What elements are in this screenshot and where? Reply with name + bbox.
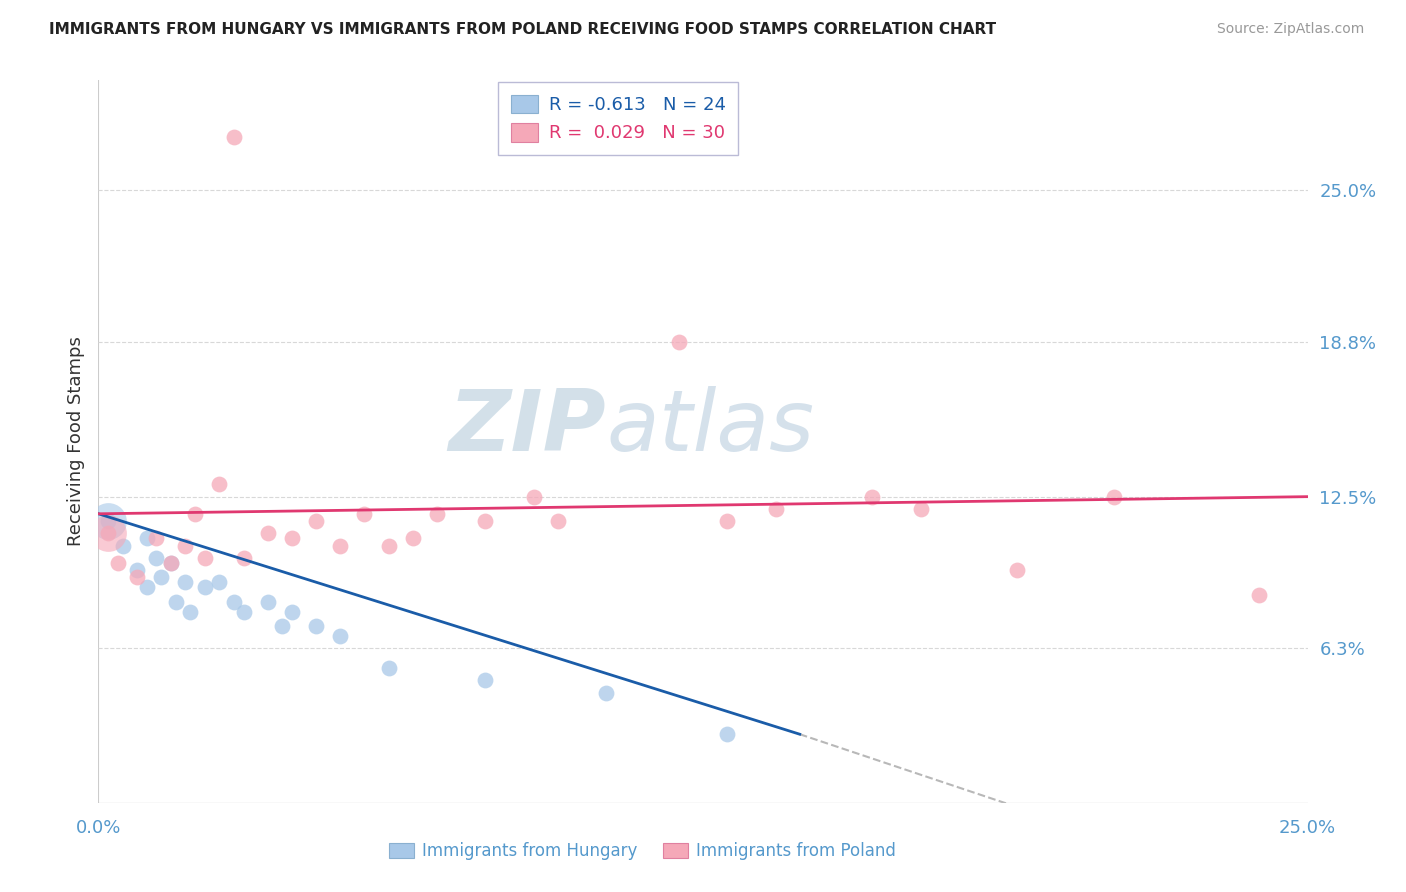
Point — [222, 129, 245, 144]
Point — [329, 629, 352, 643]
Text: IMMIGRANTS FROM HUNGARY VS IMMIGRANTS FROM POLAND RECEIVING FOOD STAMPS CORRELAT: IMMIGRANTS FROM HUNGARY VS IMMIGRANTS FR… — [49, 22, 997, 37]
Point — [97, 526, 120, 541]
Point — [377, 539, 399, 553]
Point — [184, 507, 207, 521]
Point — [145, 531, 167, 545]
Point — [194, 550, 217, 565]
Point — [160, 556, 183, 570]
Point — [910, 502, 932, 516]
Point — [474, 514, 496, 528]
Point — [127, 563, 149, 577]
Point — [135, 580, 157, 594]
Point — [208, 575, 231, 590]
Point — [97, 526, 120, 541]
Point — [179, 605, 201, 619]
Y-axis label: Receiving Food Stamps: Receiving Food Stamps — [66, 336, 84, 547]
Point — [145, 550, 167, 565]
Point — [1102, 490, 1125, 504]
Point — [716, 514, 738, 528]
Point — [97, 514, 120, 528]
Text: ZIP: ZIP — [449, 385, 606, 468]
Point — [174, 575, 197, 590]
Point — [107, 556, 129, 570]
Point — [281, 605, 304, 619]
Point — [165, 595, 187, 609]
Point — [765, 502, 787, 516]
Point — [97, 514, 120, 528]
Point — [716, 727, 738, 741]
Point — [174, 539, 197, 553]
Text: Source: ZipAtlas.com: Source: ZipAtlas.com — [1216, 22, 1364, 37]
Point — [305, 514, 328, 528]
Point — [426, 507, 449, 521]
Point — [1007, 563, 1029, 577]
Point — [160, 556, 183, 570]
Point — [402, 531, 425, 545]
Point — [111, 539, 134, 553]
Point — [1249, 588, 1271, 602]
Point — [256, 595, 278, 609]
Point — [595, 685, 617, 699]
Point — [208, 477, 231, 491]
Point — [523, 490, 546, 504]
Point — [194, 580, 217, 594]
Point — [860, 490, 883, 504]
Point — [232, 605, 254, 619]
Point — [353, 507, 375, 521]
Point — [150, 570, 173, 584]
Point — [127, 570, 149, 584]
Point — [329, 539, 352, 553]
Text: atlas: atlas — [606, 385, 814, 468]
Point — [305, 619, 328, 633]
Point — [281, 531, 304, 545]
Point — [547, 514, 569, 528]
Point — [135, 531, 157, 545]
Point — [232, 550, 254, 565]
Point — [474, 673, 496, 688]
Point — [222, 595, 245, 609]
Point — [271, 619, 294, 633]
Point — [256, 526, 278, 541]
Point — [377, 661, 399, 675]
Point — [668, 335, 690, 350]
Legend: Immigrants from Hungary, Immigrants from Poland: Immigrants from Hungary, Immigrants from… — [382, 836, 903, 867]
